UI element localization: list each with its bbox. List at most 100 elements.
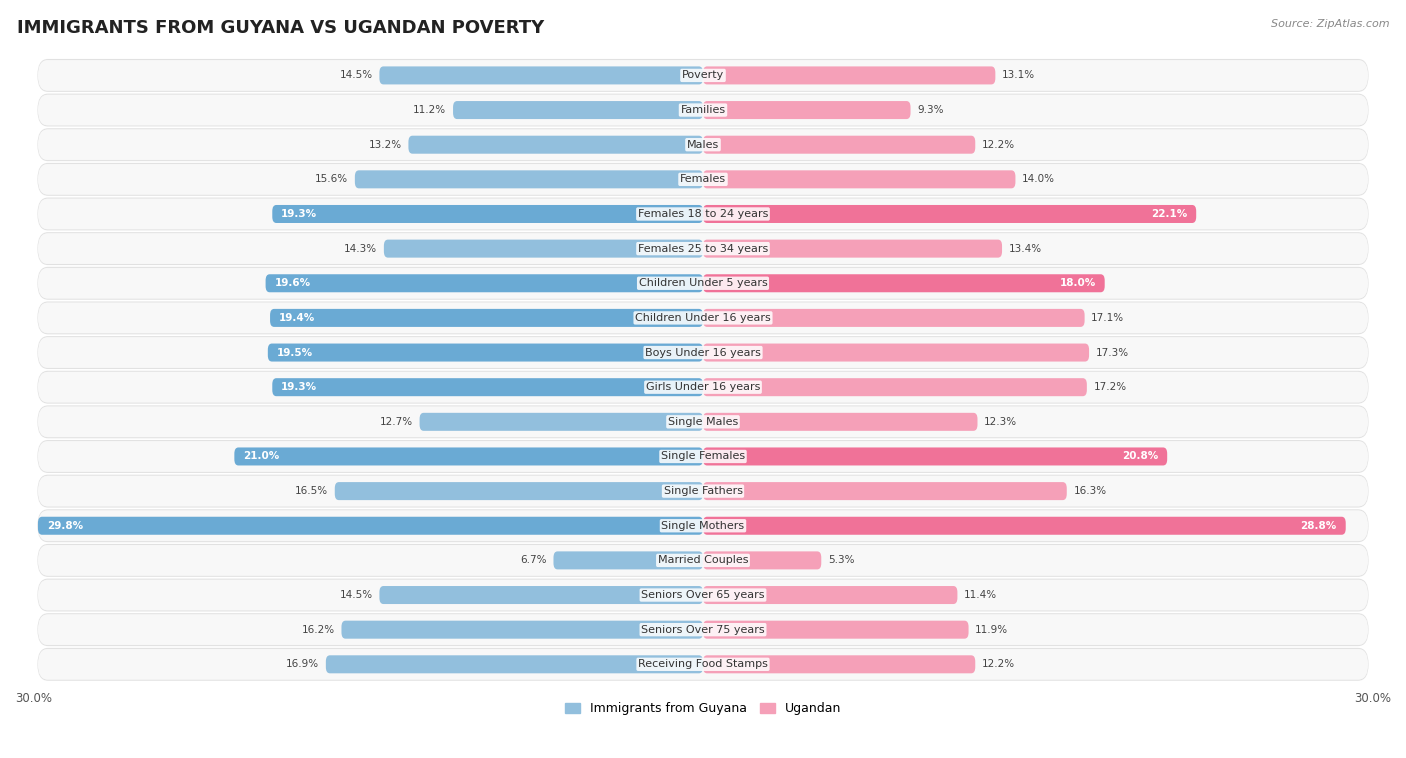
FancyBboxPatch shape — [703, 67, 995, 84]
FancyBboxPatch shape — [703, 378, 1087, 396]
Text: 11.2%: 11.2% — [413, 105, 446, 115]
FancyBboxPatch shape — [326, 656, 703, 673]
FancyBboxPatch shape — [273, 378, 703, 396]
Text: 18.0%: 18.0% — [1060, 278, 1095, 288]
Text: 21.0%: 21.0% — [243, 452, 280, 462]
Text: 12.3%: 12.3% — [984, 417, 1018, 427]
FancyBboxPatch shape — [38, 545, 1368, 575]
Text: 29.8%: 29.8% — [46, 521, 83, 531]
Text: Single Mothers: Single Mothers — [661, 521, 745, 531]
FancyBboxPatch shape — [703, 586, 957, 604]
Text: Females 18 to 24 years: Females 18 to 24 years — [638, 209, 768, 219]
FancyBboxPatch shape — [38, 233, 1368, 264]
FancyBboxPatch shape — [38, 579, 1368, 611]
FancyBboxPatch shape — [703, 101, 911, 119]
Text: 16.2%: 16.2% — [302, 625, 335, 634]
FancyBboxPatch shape — [703, 413, 977, 431]
FancyBboxPatch shape — [38, 199, 1368, 229]
FancyBboxPatch shape — [38, 129, 1368, 161]
FancyBboxPatch shape — [703, 482, 1067, 500]
FancyBboxPatch shape — [342, 621, 703, 639]
Text: 16.5%: 16.5% — [295, 486, 328, 496]
Text: 6.7%: 6.7% — [520, 556, 547, 565]
FancyBboxPatch shape — [38, 441, 1368, 471]
Text: IMMIGRANTS FROM GUYANA VS UGANDAN POVERTY: IMMIGRANTS FROM GUYANA VS UGANDAN POVERT… — [17, 19, 544, 37]
FancyBboxPatch shape — [38, 302, 1368, 334]
FancyBboxPatch shape — [273, 205, 703, 223]
FancyBboxPatch shape — [703, 309, 1084, 327]
Text: 13.2%: 13.2% — [368, 139, 402, 149]
Text: 14.5%: 14.5% — [340, 590, 373, 600]
FancyBboxPatch shape — [419, 413, 703, 431]
FancyBboxPatch shape — [38, 649, 1368, 680]
Legend: Immigrants from Guyana, Ugandan: Immigrants from Guyana, Ugandan — [565, 703, 841, 716]
FancyBboxPatch shape — [703, 551, 821, 569]
FancyBboxPatch shape — [38, 580, 1368, 610]
Text: 16.3%: 16.3% — [1073, 486, 1107, 496]
Text: Poverty: Poverty — [682, 70, 724, 80]
Text: 17.2%: 17.2% — [1094, 382, 1126, 392]
Text: 19.5%: 19.5% — [277, 348, 314, 358]
Text: 22.1%: 22.1% — [1152, 209, 1187, 219]
FancyBboxPatch shape — [38, 406, 1368, 437]
FancyBboxPatch shape — [38, 476, 1368, 506]
Text: 17.3%: 17.3% — [1095, 348, 1129, 358]
FancyBboxPatch shape — [38, 510, 1368, 541]
FancyBboxPatch shape — [38, 371, 1368, 403]
Text: Girls Under 16 years: Girls Under 16 years — [645, 382, 761, 392]
FancyBboxPatch shape — [703, 240, 1002, 258]
Text: 16.9%: 16.9% — [285, 659, 319, 669]
FancyBboxPatch shape — [703, 205, 1197, 223]
Text: Children Under 5 years: Children Under 5 years — [638, 278, 768, 288]
FancyBboxPatch shape — [38, 268, 1368, 299]
FancyBboxPatch shape — [703, 621, 969, 639]
Text: Receiving Food Stamps: Receiving Food Stamps — [638, 659, 768, 669]
FancyBboxPatch shape — [38, 268, 1368, 299]
FancyBboxPatch shape — [38, 544, 1368, 576]
FancyBboxPatch shape — [38, 614, 1368, 646]
FancyBboxPatch shape — [38, 337, 1368, 368]
FancyBboxPatch shape — [38, 164, 1368, 196]
FancyBboxPatch shape — [38, 648, 1368, 680]
Text: Females: Females — [681, 174, 725, 184]
Text: Seniors Over 75 years: Seniors Over 75 years — [641, 625, 765, 634]
FancyBboxPatch shape — [335, 482, 703, 500]
FancyBboxPatch shape — [453, 101, 703, 119]
Text: Children Under 16 years: Children Under 16 years — [636, 313, 770, 323]
FancyBboxPatch shape — [554, 551, 703, 569]
FancyBboxPatch shape — [703, 656, 976, 673]
Text: 12.2%: 12.2% — [981, 139, 1015, 149]
Text: Single Fathers: Single Fathers — [664, 486, 742, 496]
FancyBboxPatch shape — [38, 130, 1368, 160]
FancyBboxPatch shape — [354, 171, 703, 188]
FancyBboxPatch shape — [384, 240, 703, 258]
Text: Single Females: Single Females — [661, 452, 745, 462]
FancyBboxPatch shape — [38, 406, 1368, 438]
Text: Families: Families — [681, 105, 725, 115]
FancyBboxPatch shape — [38, 302, 1368, 334]
Text: 28.8%: 28.8% — [1301, 521, 1337, 531]
FancyBboxPatch shape — [38, 615, 1368, 645]
FancyBboxPatch shape — [38, 372, 1368, 402]
Text: 14.0%: 14.0% — [1022, 174, 1054, 184]
FancyBboxPatch shape — [38, 94, 1368, 126]
Text: Source: ZipAtlas.com: Source: ZipAtlas.com — [1271, 19, 1389, 29]
Text: 19.6%: 19.6% — [274, 278, 311, 288]
Text: 13.1%: 13.1% — [1002, 70, 1035, 80]
Text: Single Males: Single Males — [668, 417, 738, 427]
FancyBboxPatch shape — [235, 447, 703, 465]
Text: 11.4%: 11.4% — [965, 590, 997, 600]
FancyBboxPatch shape — [267, 343, 703, 362]
Text: 12.7%: 12.7% — [380, 417, 413, 427]
FancyBboxPatch shape — [703, 136, 976, 154]
Text: 13.4%: 13.4% — [1008, 243, 1042, 254]
Text: 11.9%: 11.9% — [976, 625, 1008, 634]
FancyBboxPatch shape — [270, 309, 703, 327]
FancyBboxPatch shape — [408, 136, 703, 154]
Text: 12.2%: 12.2% — [981, 659, 1015, 669]
FancyBboxPatch shape — [703, 517, 1346, 534]
FancyBboxPatch shape — [38, 337, 1368, 368]
Text: Males: Males — [688, 139, 718, 149]
FancyBboxPatch shape — [38, 510, 1368, 542]
Text: 20.8%: 20.8% — [1122, 452, 1159, 462]
